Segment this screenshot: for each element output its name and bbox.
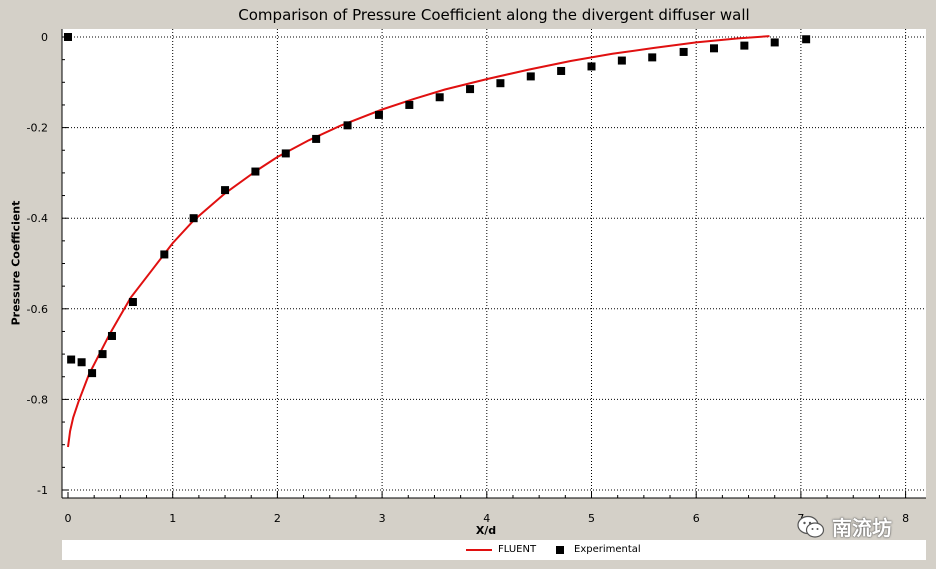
y-tick-label: 0	[41, 31, 48, 44]
data-point-experimental	[557, 66, 566, 75]
legend-label-fluent: FLUENT	[498, 544, 537, 555]
data-point-experimental	[251, 167, 260, 176]
x-tick-label: 0	[65, 512, 72, 525]
data-point-experimental	[740, 41, 749, 50]
data-point-experimental	[496, 79, 505, 88]
data-point-experimental	[374, 110, 383, 119]
data-point-experimental	[160, 250, 169, 259]
legend-line-swatch	[466, 548, 492, 551]
legend-label-experimental: Experimental	[574, 544, 641, 555]
y-axis-label: Pressure Coefficient	[9, 200, 23, 326]
data-point-experimental	[128, 298, 137, 307]
x-tick-label: 1	[169, 512, 176, 525]
legend-item-experimental: Experimental	[556, 544, 641, 555]
y-tick-label: -1	[37, 484, 48, 497]
x-axis-label: X/d	[475, 524, 497, 537]
data-point-experimental	[617, 56, 626, 65]
legend-square-swatch	[556, 545, 564, 554]
data-point-experimental	[405, 100, 414, 109]
data-point-experimental	[107, 331, 116, 340]
plot-background	[62, 29, 926, 498]
data-point-experimental	[189, 214, 198, 223]
data-point-experimental	[67, 355, 76, 364]
data-point-experimental	[98, 350, 107, 359]
y-tick-label: -0.8	[27, 393, 48, 406]
x-tick-label: 3	[379, 512, 386, 525]
x-tick-label: 5	[588, 512, 595, 525]
y-tick-label: -0.6	[27, 303, 48, 316]
data-point-experimental	[435, 93, 444, 102]
data-point-experimental	[770, 38, 779, 47]
watermark: 南流坊	[796, 512, 892, 541]
data-point-experimental	[526, 72, 535, 81]
x-tick-label: 8	[902, 512, 909, 525]
y-tick-label: -0.2	[27, 122, 48, 135]
watermark-text: 南流坊	[832, 516, 892, 540]
chart-title: Comparison of Pressure Coefficient along…	[238, 6, 750, 24]
data-point-experimental	[77, 358, 86, 367]
data-point-experimental	[64, 33, 72, 41]
data-point-experimental	[648, 53, 657, 62]
data-point-experimental	[466, 85, 475, 94]
data-point-experimental	[343, 121, 352, 130]
data-point-experimental	[88, 369, 97, 378]
legend: FLUENT Experimental	[62, 540, 926, 560]
data-point-experimental	[679, 47, 688, 56]
x-tick-label: 4	[483, 512, 490, 525]
data-point-experimental	[221, 186, 230, 195]
data-point-experimental	[587, 62, 596, 71]
y-tick-label: -0.4	[27, 212, 48, 225]
x-tick-label: 6	[693, 512, 700, 525]
x-tick-label: 2	[274, 512, 281, 525]
legend-item-fluent: FLUENT	[466, 544, 536, 555]
data-point-experimental	[312, 134, 321, 143]
data-point-experimental	[802, 35, 811, 44]
data-point-experimental	[709, 44, 718, 53]
data-point-experimental	[281, 149, 290, 158]
wechat-icon	[797, 515, 825, 538]
plot-area: 0-0.2-0.4-0.6-0.8-1012345678	[27, 29, 926, 525]
